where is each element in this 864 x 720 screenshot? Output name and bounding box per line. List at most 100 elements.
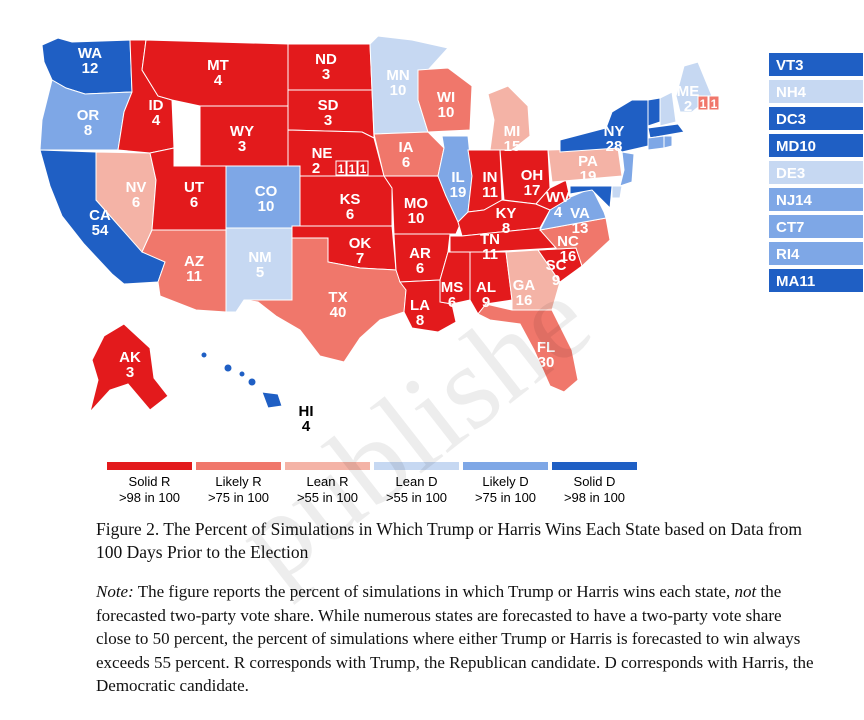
state-label-tn: TN <box>480 231 500 248</box>
legend-item-likely-r: Likely R >75 in 100 <box>194 462 283 506</box>
state-label-nv: NV <box>126 179 147 196</box>
state-ev-id: 4 <box>152 112 161 129</box>
figure-caption: Figure 2. The Percent of Simulations in … <box>96 519 802 562</box>
state-ev-sd: 3 <box>324 112 332 129</box>
state-label-mi: MI <box>504 123 521 140</box>
state-nc[interactable] <box>537 217 611 267</box>
state-label-ok: OK <box>349 235 372 252</box>
legend-item-lean-r: Lean R >55 in 100 <box>283 462 372 506</box>
state-nh[interactable] <box>659 91 677 127</box>
state-ev-co: 10 <box>258 198 275 215</box>
state-label-in: IN <box>483 169 498 186</box>
legend-swatch <box>107 462 192 470</box>
me-district-value: 1 <box>700 97 707 111</box>
state-ev-ga: 16 <box>516 292 533 309</box>
state-wi[interactable] <box>417 67 473 133</box>
small-state-box-de: DE3 <box>768 160 864 185</box>
state-mi[interactable] <box>487 85 531 151</box>
legend-item-solid-d: Solid D >98 in 100 <box>550 462 639 506</box>
state-label-ca: CA <box>89 207 111 224</box>
state-label-nd: ND <box>315 51 337 68</box>
state-md[interactable] <box>569 185 613 210</box>
state-label-la: LA <box>410 297 430 314</box>
legend-label: Lean D <box>395 474 438 489</box>
state-ev-in: 11 <box>482 184 498 201</box>
ne-district-value: 1 <box>338 162 345 176</box>
legend-swatch <box>196 462 281 470</box>
state-label-il: IL <box>451 169 464 186</box>
state-ak[interactable] <box>89 323 169 413</box>
state-label-ar: AR <box>409 245 431 262</box>
figure-note: Note: The figure reports the percent of … <box>96 580 816 698</box>
state-ev-ne: 2 <box>312 160 320 177</box>
state-ct[interactable] <box>647 135 665 151</box>
state-fl[interactable] <box>477 303 579 393</box>
legend-swatch <box>552 462 637 470</box>
state-hi-island-a <box>200 351 208 359</box>
state-ev-sc: 9 <box>552 272 560 289</box>
note-text-b: the forecasted two-party vote share. Whi… <box>96 582 814 695</box>
state-ev-ks: 6 <box>346 206 354 223</box>
state-label-mn: MN <box>386 67 409 84</box>
state-label-hi: HI <box>299 403 314 420</box>
state-label-id: ID <box>149 97 164 114</box>
state-ri[interactable] <box>663 135 673 149</box>
state-label-ny: NY <box>604 123 625 140</box>
note-text-a: The figure reports the percent of simula… <box>133 582 735 601</box>
state-tx[interactable] <box>243 237 407 363</box>
state-ma[interactable] <box>647 123 685 139</box>
me-district-value: 1 <box>711 97 718 111</box>
legend: Solid R >98 in 100 Likely R >75 in 100 Lean … <box>105 462 639 506</box>
state-ev-ok: 7 <box>356 250 364 267</box>
legend-label: Likely D <box>482 474 529 489</box>
state-label-ut: UT <box>184 179 204 196</box>
state-ev-ak: 3 <box>126 364 134 381</box>
legend-label: Solid R <box>128 474 171 489</box>
state-ev-az: 11 <box>186 268 202 285</box>
state-ev-ny: 28 <box>606 138 623 155</box>
state-ev-nc: 16 <box>560 248 577 265</box>
small-state-box-nh: NH4 <box>768 79 864 104</box>
state-vt[interactable] <box>647 97 661 127</box>
legend-swatch <box>374 462 459 470</box>
state-label-nm: NM <box>248 249 271 266</box>
legend-threshold: >55 in 100 <box>385 490 448 505</box>
small-state-box-ma: MA11 <box>768 268 864 293</box>
state-ev-il: 19 <box>450 184 467 201</box>
legend-threshold: >75 in 100 <box>474 490 537 505</box>
state-ev-la: 8 <box>416 312 424 329</box>
ne-district-box <box>346 160 358 176</box>
legend-threshold: >75 in 100 <box>207 490 270 505</box>
me-district-box <box>708 95 720 111</box>
legend-swatch <box>463 462 548 470</box>
state-ev-va: 13 <box>572 220 589 237</box>
ne-district-value: 1 <box>360 162 367 176</box>
state-ev-ut: 6 <box>190 194 198 211</box>
state-label-or: OR <box>77 107 100 124</box>
state-label-sd: SD <box>318 97 339 114</box>
state-ev-wv: 4 <box>554 204 563 221</box>
state-hi[interactable] <box>261 391 283 409</box>
legend-swatch <box>285 462 370 470</box>
state-label-al: AL <box>476 279 496 296</box>
state-nj[interactable] <box>619 151 635 187</box>
state-label-pa: PA <box>578 153 598 170</box>
ne-district-value: 1 <box>349 162 356 176</box>
state-label-mo: MO <box>404 195 428 212</box>
state-label-va: VA <box>570 205 590 222</box>
small-states-sidebar: VT3 NH4 DC3 MD10 DE3 NJ14 CT7 RI4 MA11 <box>768 52 864 295</box>
state-de[interactable] <box>611 185 623 199</box>
note-label: Note: <box>96 582 134 601</box>
state-ev-nv: 6 <box>132 194 140 211</box>
legend-item-solid-r: Solid R >98 in 100 <box>105 462 194 506</box>
state-label-wy: WY <box>230 123 254 140</box>
state-hi-island-c <box>238 370 246 378</box>
state-wv[interactable] <box>535 179 571 211</box>
legend-threshold: >98 in 100 <box>563 490 626 505</box>
state-ev-or: 8 <box>84 122 92 139</box>
state-ks[interactable] <box>299 175 393 227</box>
state-ev-wy: 3 <box>238 138 246 155</box>
legend-item-likely-d: Likely D >75 in 100 <box>461 462 550 506</box>
state-label-wv: WV <box>546 189 570 206</box>
state-ev-tx: 40 <box>330 304 347 321</box>
